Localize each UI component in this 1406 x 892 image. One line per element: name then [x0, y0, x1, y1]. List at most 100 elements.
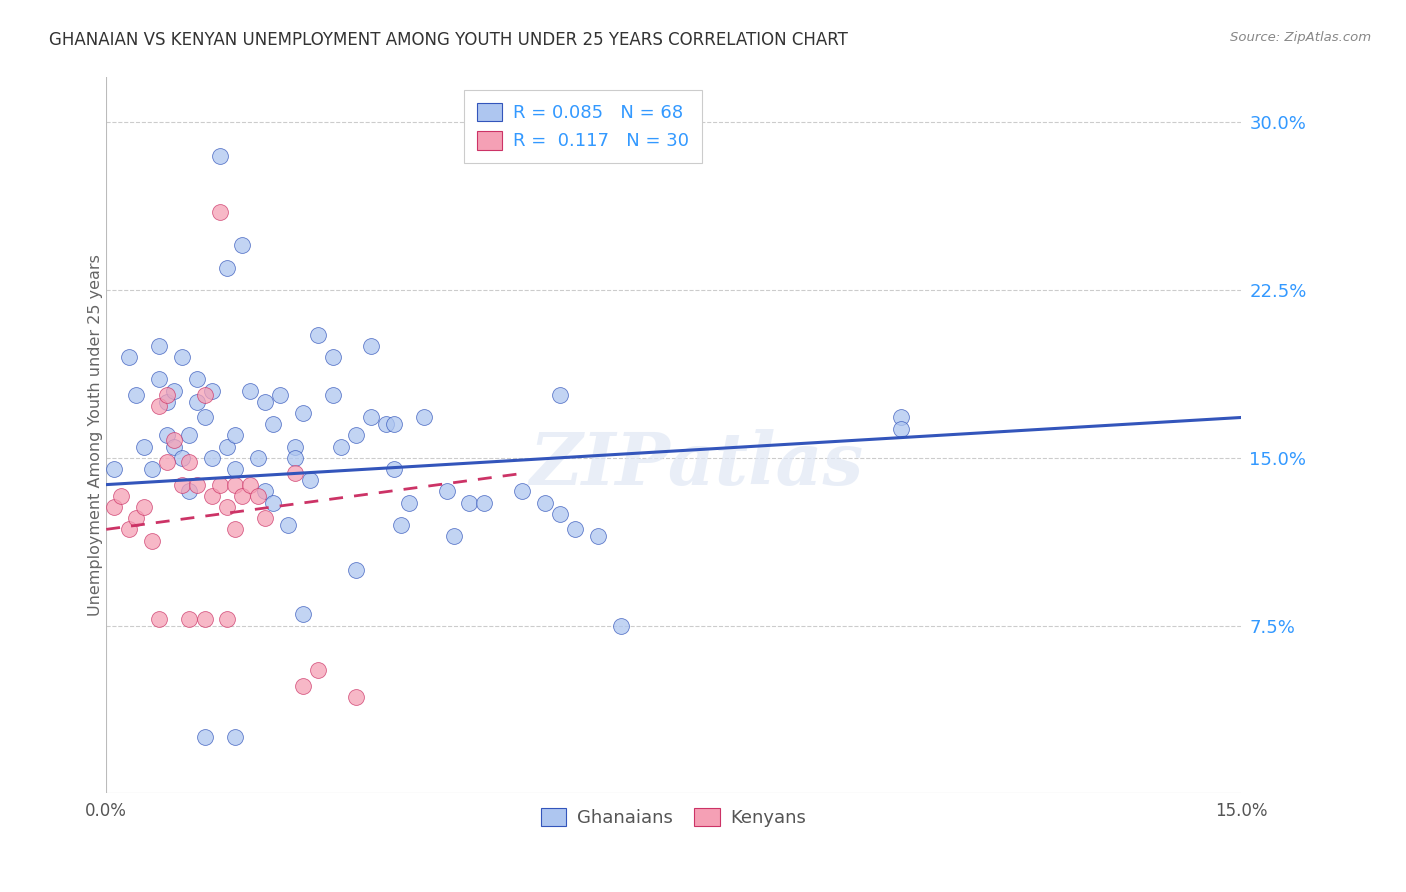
- Point: [246, 450, 269, 465]
- Point: [344, 690, 367, 705]
- Point: [163, 433, 186, 447]
- Point: [254, 394, 277, 409]
- Point: [224, 477, 246, 491]
- Point: [889, 422, 911, 436]
- Point: [163, 440, 186, 454]
- Point: [254, 484, 277, 499]
- Text: Source: ZipAtlas.com: Source: ZipAtlas.com: [1230, 31, 1371, 45]
- Text: ZIPatlas: ZIPatlas: [529, 428, 863, 500]
- Point: [548, 507, 571, 521]
- Point: [217, 260, 239, 275]
- Point: [474, 495, 496, 509]
- Point: [231, 238, 253, 252]
- Point: [201, 489, 224, 503]
- Point: [156, 455, 179, 469]
- Point: [148, 612, 170, 626]
- Point: [179, 612, 201, 626]
- Point: [609, 618, 631, 632]
- Point: [344, 563, 367, 577]
- Point: [194, 731, 217, 745]
- Point: [179, 428, 201, 442]
- Point: [360, 410, 382, 425]
- Point: [246, 489, 269, 503]
- Point: [186, 477, 208, 491]
- Point: [156, 428, 179, 442]
- Point: [382, 462, 405, 476]
- Point: [398, 495, 420, 509]
- Point: [254, 511, 277, 525]
- Point: [382, 417, 405, 432]
- Point: [163, 384, 186, 398]
- Point: [262, 495, 284, 509]
- Point: [239, 477, 262, 491]
- Point: [262, 417, 284, 432]
- Point: [170, 450, 193, 465]
- Point: [269, 388, 291, 402]
- Point: [194, 388, 217, 402]
- Point: [389, 517, 412, 532]
- Point: [208, 204, 231, 219]
- Point: [231, 489, 253, 503]
- Point: [299, 473, 322, 487]
- Point: [156, 394, 179, 409]
- Point: [586, 529, 609, 543]
- Point: [186, 372, 208, 386]
- Point: [148, 400, 170, 414]
- Point: [201, 450, 224, 465]
- Point: [510, 484, 533, 499]
- Point: [889, 410, 911, 425]
- Point: [307, 663, 329, 677]
- Point: [125, 511, 148, 525]
- Point: [217, 500, 239, 514]
- Point: [360, 339, 382, 353]
- Point: [548, 388, 571, 402]
- Point: [534, 495, 557, 509]
- Point: [284, 440, 307, 454]
- Point: [284, 450, 307, 465]
- Point: [118, 350, 141, 364]
- Y-axis label: Unemployment Among Youth under 25 years: Unemployment Among Youth under 25 years: [87, 254, 103, 616]
- Point: [217, 440, 239, 454]
- Point: [436, 484, 458, 499]
- Point: [194, 612, 217, 626]
- Point: [322, 350, 344, 364]
- Point: [156, 388, 179, 402]
- Point: [458, 495, 481, 509]
- Point: [344, 428, 367, 442]
- Point: [564, 522, 586, 536]
- Point: [224, 428, 246, 442]
- Legend: Ghanaians, Kenyans: Ghanaians, Kenyans: [533, 801, 814, 834]
- Point: [443, 529, 465, 543]
- Point: [118, 522, 141, 536]
- Point: [201, 384, 224, 398]
- Point: [239, 384, 262, 398]
- Point: [277, 517, 299, 532]
- Point: [148, 372, 170, 386]
- Point: [375, 417, 398, 432]
- Point: [284, 467, 307, 481]
- Point: [170, 477, 193, 491]
- Point: [170, 350, 193, 364]
- Point: [132, 440, 155, 454]
- Point: [291, 406, 314, 420]
- Text: GHANAIAN VS KENYAN UNEMPLOYMENT AMONG YOUTH UNDER 25 YEARS CORRELATION CHART: GHANAIAN VS KENYAN UNEMPLOYMENT AMONG YO…: [49, 31, 848, 49]
- Point: [224, 522, 246, 536]
- Point: [322, 388, 344, 402]
- Point: [179, 484, 201, 499]
- Point: [141, 533, 163, 548]
- Point: [179, 455, 201, 469]
- Point: [148, 339, 170, 353]
- Point: [132, 500, 155, 514]
- Point: [141, 462, 163, 476]
- Point: [194, 410, 217, 425]
- Point: [224, 731, 246, 745]
- Point: [329, 440, 352, 454]
- Point: [217, 612, 239, 626]
- Point: [186, 394, 208, 409]
- Point: [291, 679, 314, 693]
- Point: [208, 149, 231, 163]
- Point: [224, 462, 246, 476]
- Point: [307, 327, 329, 342]
- Point: [110, 489, 132, 503]
- Point: [291, 607, 314, 622]
